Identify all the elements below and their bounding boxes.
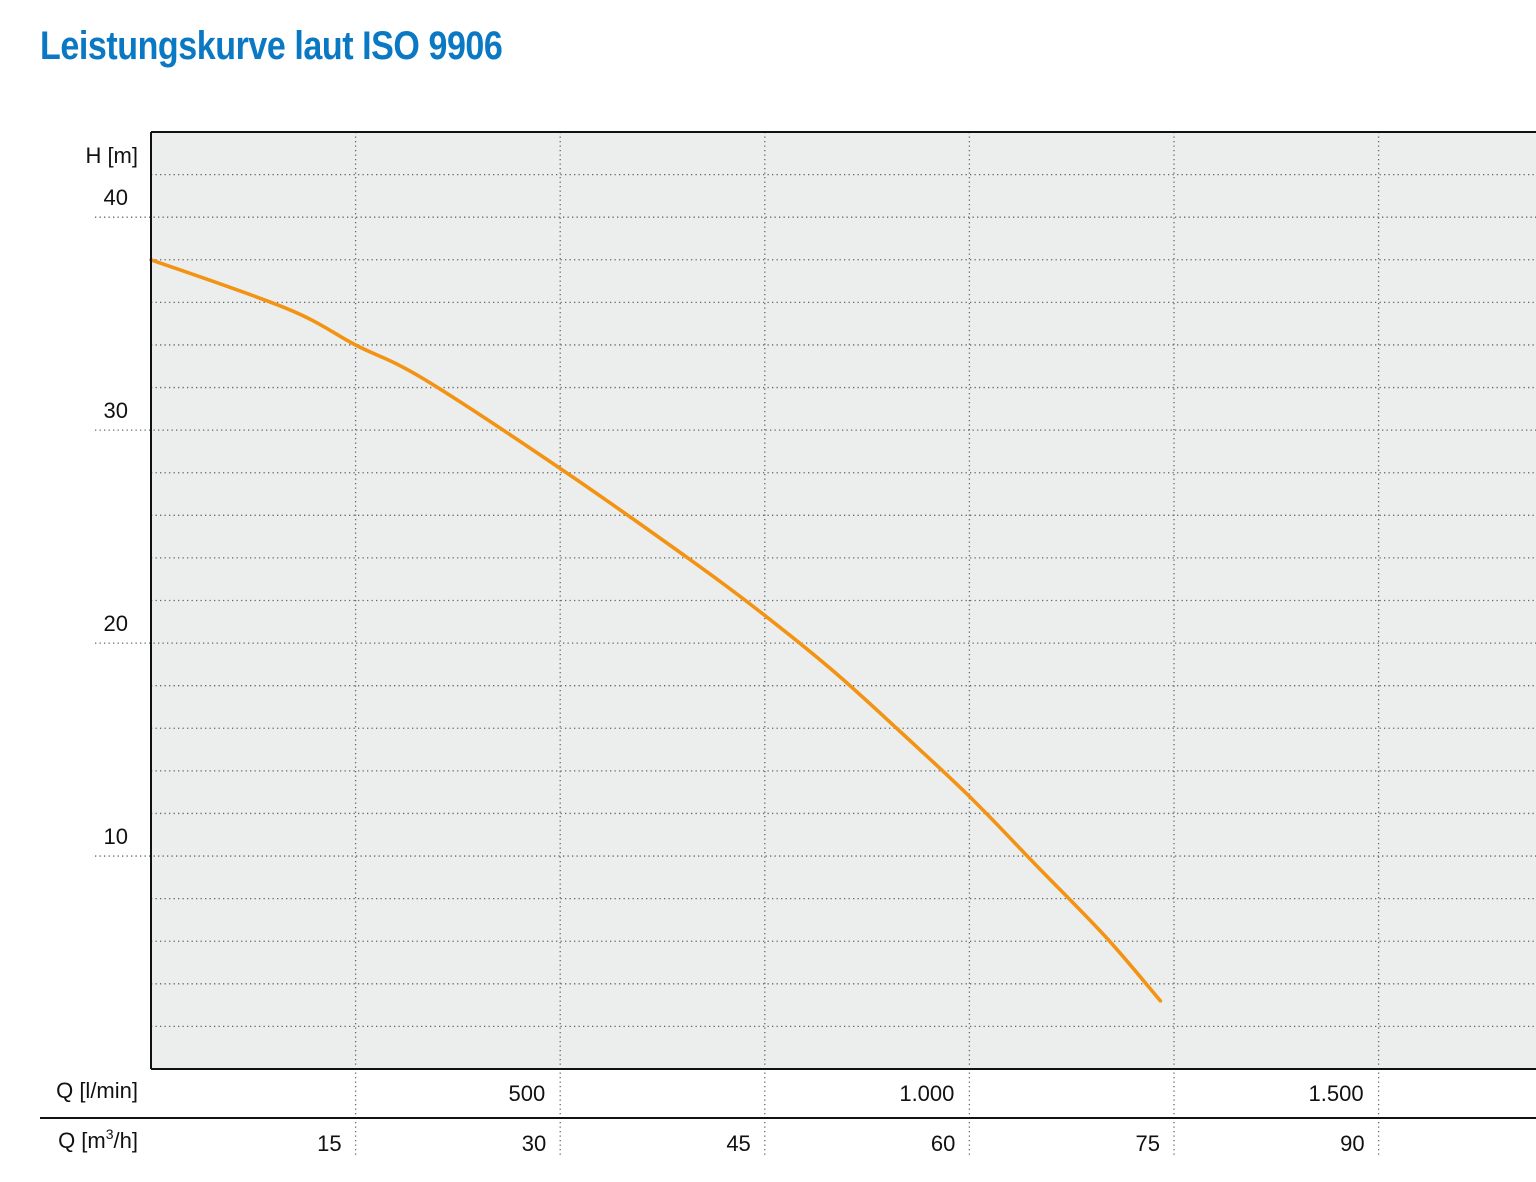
x-primary-tick-label: 60 bbox=[931, 1131, 955, 1156]
x-primary-tick-label: 75 bbox=[1136, 1131, 1160, 1156]
grid-lines bbox=[95, 132, 1536, 1156]
x-secondary-tick-label: 1.000 bbox=[899, 1081, 954, 1106]
x-primary-tick-label: 90 bbox=[1340, 1131, 1364, 1156]
axis-labels: H [m] 10 20 30 40 Q [l/min] 500 1.000 1.500 Q [m3… bbox=[56, 143, 1365, 1156]
plot-area bbox=[151, 132, 1536, 1069]
curve-layer bbox=[149, 258, 1163, 1003]
y-axis-label: H [m] bbox=[85, 143, 138, 168]
y-tick-label: 20 bbox=[104, 611, 128, 636]
x-axis-secondary-label: Q [l/min] bbox=[56, 1078, 138, 1103]
x-primary-tick-label: 45 bbox=[726, 1131, 750, 1156]
y-tick-label: 40 bbox=[104, 185, 128, 210]
y-tick-label: 30 bbox=[104, 398, 128, 423]
chart-title: Leistungskurve laut ISO 9906 bbox=[40, 24, 503, 68]
x-axis-primary-label: Q [m3/h] bbox=[58, 1126, 138, 1153]
performance-curve bbox=[149, 258, 1163, 1003]
x-secondary-tick-label: 1.500 bbox=[1309, 1081, 1364, 1106]
x-primary-tick-label: 30 bbox=[522, 1131, 546, 1156]
x-primary-tick-label: 15 bbox=[317, 1131, 341, 1156]
axes bbox=[40, 131, 1536, 1119]
x-secondary-tick-label: 500 bbox=[508, 1081, 545, 1106]
y-tick-label: 10 bbox=[104, 824, 128, 849]
